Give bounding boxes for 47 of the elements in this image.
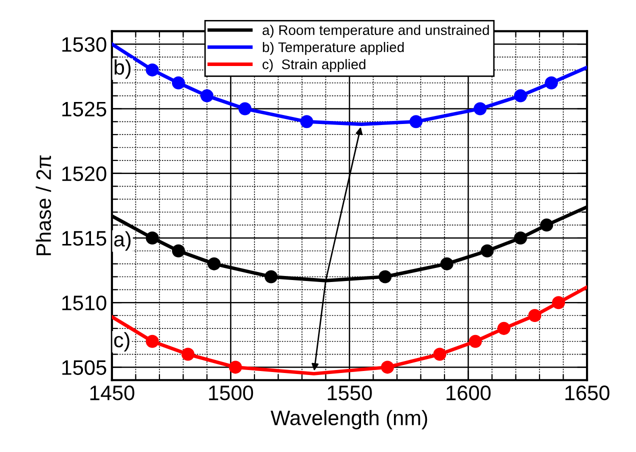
point xyxy=(146,231,159,244)
point xyxy=(172,244,185,258)
point xyxy=(433,348,446,361)
legend-label: c) Strain applied xyxy=(262,59,366,72)
line-series xyxy=(112,285,588,376)
x-tick-label: 1500 xyxy=(209,386,254,400)
y-tick-label: 1515 xyxy=(62,231,106,246)
x-tick-label: 1650 xyxy=(565,386,610,400)
point xyxy=(181,348,194,361)
point xyxy=(200,89,214,102)
point xyxy=(480,244,494,258)
point xyxy=(528,309,542,322)
x-tick-label: 1550 xyxy=(328,386,372,400)
y-axis-title: Phase / 2π xyxy=(36,155,52,256)
point xyxy=(440,257,454,270)
annotation: c) xyxy=(114,332,130,352)
annotation: a) xyxy=(114,231,131,251)
point xyxy=(540,218,554,232)
point xyxy=(380,360,394,374)
point xyxy=(409,115,422,128)
y-tick-label: 1530 xyxy=(62,37,106,52)
annotation: b) xyxy=(114,59,131,79)
point xyxy=(208,257,221,270)
point xyxy=(146,334,159,348)
legend-label: b) Temperature applied xyxy=(262,42,404,55)
point xyxy=(497,322,510,335)
point xyxy=(228,360,242,374)
y-tick-label: 1520 xyxy=(62,166,106,182)
point xyxy=(468,334,482,348)
point xyxy=(238,102,252,116)
point xyxy=(514,89,528,102)
x-tick-label: 1600 xyxy=(446,386,491,400)
y-tick-label: 1505 xyxy=(62,360,106,375)
point xyxy=(552,296,566,310)
point xyxy=(264,270,278,284)
y-tick-label: 1510 xyxy=(62,296,106,310)
point xyxy=(378,270,392,284)
point xyxy=(146,63,159,76)
point xyxy=(544,76,558,90)
point xyxy=(474,102,487,116)
legend-label: a) Room temperature and unstrained xyxy=(262,24,489,38)
x-tick-label: 1450 xyxy=(90,386,134,400)
point xyxy=(300,115,314,128)
point xyxy=(172,76,185,90)
y-tick-label: 1525 xyxy=(62,102,106,116)
point xyxy=(514,231,528,244)
x-axis-title: Wavelength (nm) xyxy=(270,410,428,430)
